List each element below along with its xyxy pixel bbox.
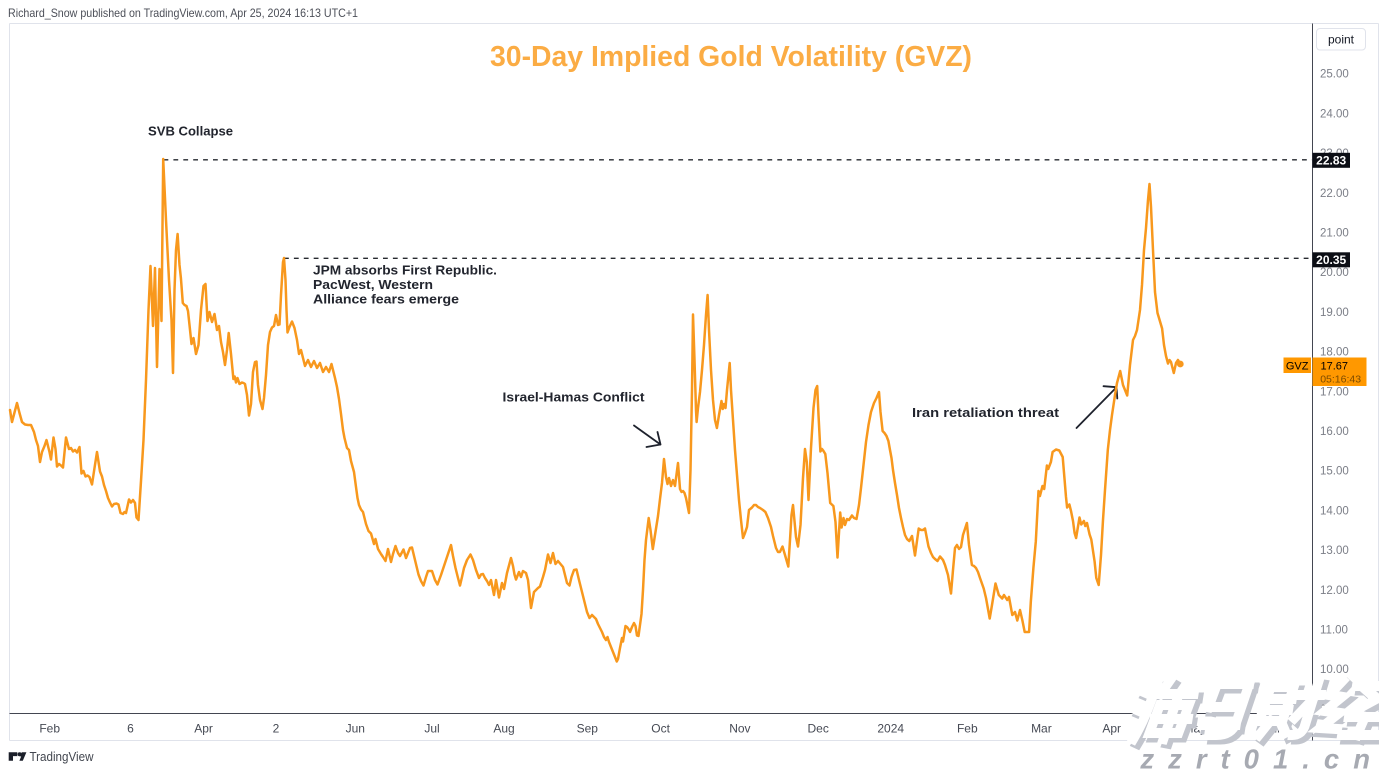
svg-text:PacWest, Western: PacWest, Western xyxy=(313,277,433,292)
svg-text:Israel-Hamas Conflict: Israel-Hamas Conflict xyxy=(503,390,646,405)
svg-text:12.00: 12.00 xyxy=(1320,585,1349,597)
svg-text:Jun: Jun xyxy=(346,722,365,736)
svg-text:15.00: 15.00 xyxy=(1320,466,1349,478)
svg-text:11.00: 11.00 xyxy=(1320,625,1348,637)
svg-text:Alliance fears emerge: Alliance fears emerge xyxy=(313,292,459,307)
svg-text:Feb: Feb xyxy=(39,722,60,736)
svg-text:22.00: 22.00 xyxy=(1320,188,1349,200)
svg-text:14.00: 14.00 xyxy=(1320,505,1349,517)
svg-text:20.35: 20.35 xyxy=(1316,253,1346,267)
svg-text:Richard_Snow published on Trad: Richard_Snow published on TradingView.co… xyxy=(8,6,358,20)
svg-text:GVZ: GVZ xyxy=(1286,361,1309,373)
svg-text:point: point xyxy=(1328,33,1355,47)
svg-text:22.83: 22.83 xyxy=(1316,154,1346,168)
svg-text:Sep: Sep xyxy=(577,722,599,736)
svg-text:17.67: 17.67 xyxy=(1321,361,1349,373)
svg-text:TradingView: TradingView xyxy=(30,750,95,764)
svg-text:20.00: 20.00 xyxy=(1320,267,1349,279)
svg-text:Jul: Jul xyxy=(424,722,439,736)
svg-text:zzrt01.cn: zzrt01.cn xyxy=(1139,744,1379,774)
svg-text:Feb: Feb xyxy=(957,722,978,736)
svg-text:10.00: 10.00 xyxy=(1320,664,1349,676)
svg-text:16.00: 16.00 xyxy=(1320,426,1349,438)
svg-text:Oct: Oct xyxy=(651,722,670,736)
svg-text:05:16:43: 05:16:43 xyxy=(1320,374,1361,386)
svg-text:24.00: 24.00 xyxy=(1320,108,1349,120)
svg-text:JPM absorbs First Republic.: JPM absorbs First Republic. xyxy=(313,263,497,278)
svg-text:2: 2 xyxy=(273,722,280,736)
svg-text:21.00: 21.00 xyxy=(1320,228,1349,240)
svg-text:Iran retaliation threat: Iran retaliation threat xyxy=(912,405,1060,420)
svg-text:Mar: Mar xyxy=(1031,722,1052,736)
svg-text:17.00: 17.00 xyxy=(1320,386,1349,398)
svg-text:25.00: 25.00 xyxy=(1320,69,1349,81)
svg-text:30-Day Implied Gold Volatility: 30-Day Implied Gold Volatility (GVZ) xyxy=(490,41,972,73)
svg-text:SVB Collapse: SVB Collapse xyxy=(148,124,233,139)
svg-text:Apr: Apr xyxy=(1102,722,1121,736)
svg-text:Apr: Apr xyxy=(194,722,213,736)
svg-text:Aug: Aug xyxy=(493,722,514,736)
svg-text:Nov: Nov xyxy=(729,722,750,736)
svg-text:19.00: 19.00 xyxy=(1320,307,1349,319)
svg-text:18.00: 18.00 xyxy=(1320,347,1349,359)
svg-text:6: 6 xyxy=(127,722,134,736)
svg-text:Dec: Dec xyxy=(808,722,829,736)
svg-text:zzrt01.cn: zzrt01.cn xyxy=(1137,742,1379,773)
svg-text:13.00: 13.00 xyxy=(1320,545,1349,557)
svg-text:2024: 2024 xyxy=(877,722,904,736)
